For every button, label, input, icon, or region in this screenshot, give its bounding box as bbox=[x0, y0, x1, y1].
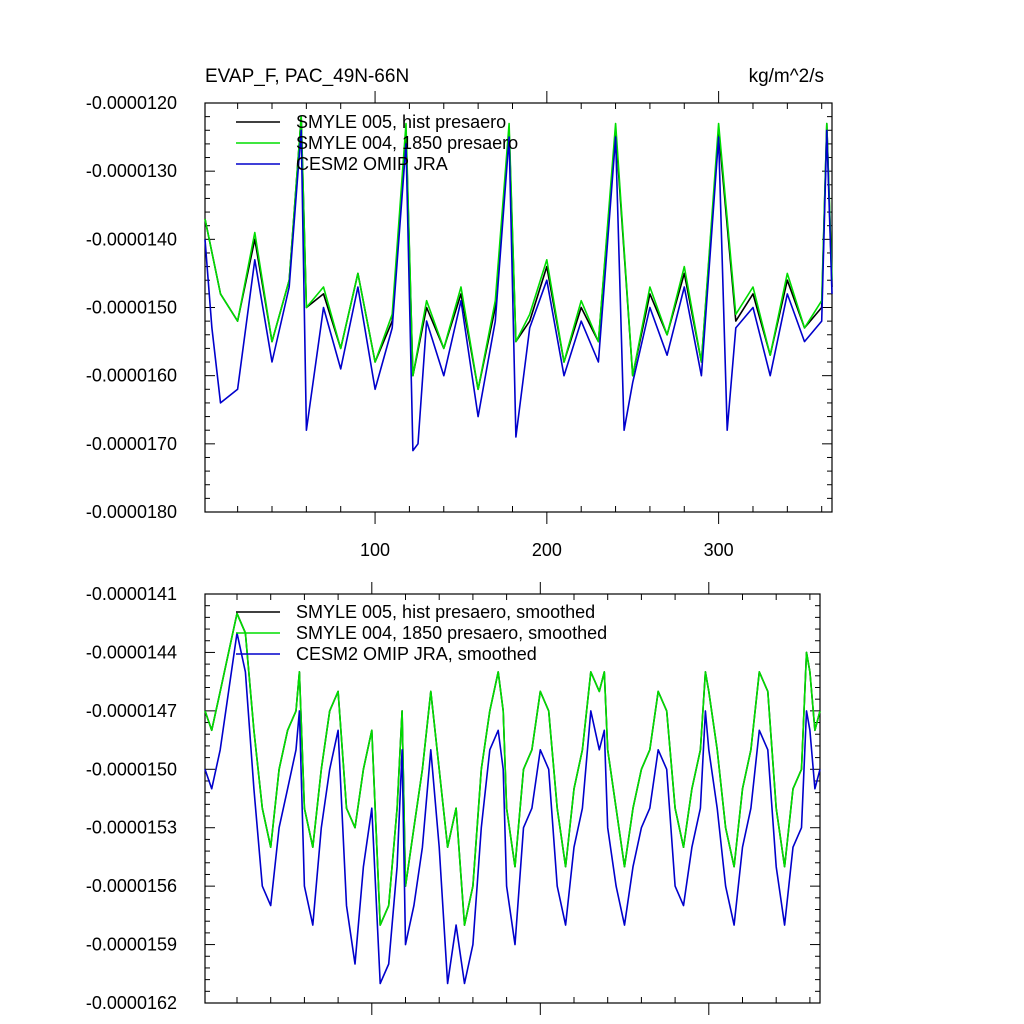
y-tick-label: -0.0000140 bbox=[86, 229, 177, 249]
y-tick-label: -0.0000160 bbox=[86, 366, 177, 386]
series-line-2 bbox=[204, 632, 821, 985]
y-tick-label: -0.0000141 bbox=[86, 584, 177, 604]
y-tick-label: -0.0000120 bbox=[86, 93, 177, 113]
series-line-1 bbox=[204, 612, 821, 926]
bottom-panel: -0.0000162 -0.0000159 -0.0000156 -0.0000153… bbox=[86, 582, 821, 1015]
x-tick-label: 200 bbox=[532, 540, 562, 560]
y-tick-label: -0.0000159 bbox=[86, 935, 177, 955]
legend-label: SMYLE 004, 1850 presaero bbox=[296, 133, 518, 153]
plot-frame bbox=[204, 593, 821, 1004]
y-tick-label: -0.0000150 bbox=[86, 298, 177, 318]
chart-title: EVAP_F, PAC_49N-66N bbox=[205, 66, 409, 87]
y-tick-label: -0.0000156 bbox=[86, 876, 177, 896]
x-tick-label: 100 bbox=[360, 540, 390, 560]
y-tick-label: -0.0000153 bbox=[86, 818, 177, 838]
top-panel: -0.0000180 -0.0000170 -0.0000160 -0.0000150… bbox=[86, 66, 833, 560]
series-line-2 bbox=[204, 129, 833, 452]
y-tick-label: -0.0000170 bbox=[86, 434, 177, 454]
legend-label: CESM2 OMIP JRA bbox=[296, 154, 448, 174]
legend-label: SMYLE 004, 1850 presaero, smoothed bbox=[296, 623, 607, 643]
chart-units: kg/m^2/s bbox=[749, 66, 824, 87]
y-tick-label: -0.0000180 bbox=[86, 502, 177, 522]
legend-label: CESM2 OMIP JRA, smoothed bbox=[296, 644, 537, 664]
series-line-1 bbox=[204, 115, 833, 391]
legend-label: SMYLE 005, hist presaero, smoothed bbox=[296, 602, 595, 622]
y-tick-label: -0.0000147 bbox=[86, 701, 177, 721]
x-tick-label: 300 bbox=[704, 540, 734, 560]
y-tick-label: -0.0000130 bbox=[86, 161, 177, 181]
legend-label: SMYLE 005, hist presaero bbox=[296, 112, 506, 132]
y-tick-label: -0.0000150 bbox=[86, 759, 177, 779]
y-tick-label: -0.0000162 bbox=[86, 993, 177, 1013]
y-tick-label: -0.0000144 bbox=[86, 642, 177, 662]
